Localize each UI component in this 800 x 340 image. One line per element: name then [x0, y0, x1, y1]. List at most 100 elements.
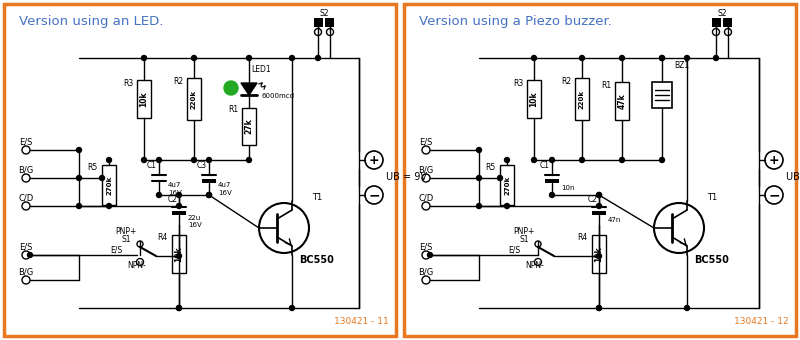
Circle shape [290, 306, 294, 310]
Circle shape [685, 55, 690, 61]
Text: PNP+: PNP+ [115, 227, 137, 237]
Circle shape [659, 157, 665, 163]
Circle shape [206, 192, 211, 198]
Text: 16V: 16V [218, 190, 232, 196]
Bar [575, 78, 589, 120]
Text: 47k: 47k [618, 93, 626, 109]
Circle shape [177, 192, 182, 198]
Circle shape [22, 251, 30, 259]
Text: R5: R5 [88, 163, 98, 171]
Text: 16V: 16V [188, 222, 202, 228]
Circle shape [619, 157, 625, 163]
Circle shape [725, 29, 731, 35]
Circle shape [659, 55, 665, 61]
Text: 130421 - 11: 130421 - 11 [334, 318, 389, 326]
Text: S2: S2 [319, 10, 329, 18]
Text: R3: R3 [513, 79, 523, 87]
Text: −: − [368, 188, 380, 202]
Text: 270k: 270k [504, 175, 510, 194]
Circle shape [224, 81, 238, 95]
Circle shape [477, 148, 482, 153]
Circle shape [713, 29, 719, 35]
Circle shape [597, 192, 602, 198]
Text: S1: S1 [122, 236, 130, 244]
Text: Version using an LED.: Version using an LED. [19, 16, 163, 29]
Circle shape [77, 175, 82, 181]
Circle shape [177, 306, 182, 310]
Circle shape [765, 151, 783, 169]
Circle shape [427, 253, 433, 257]
Circle shape [191, 55, 197, 61]
Bar [592, 235, 606, 273]
Bar [4, 4, 396, 336]
Circle shape [531, 55, 537, 61]
Bar [187, 78, 201, 120]
Circle shape [597, 306, 602, 310]
Circle shape [477, 204, 482, 208]
Circle shape [106, 157, 111, 163]
Text: +: + [369, 153, 379, 167]
Text: 16V: 16V [168, 190, 182, 196]
Circle shape [22, 174, 30, 182]
Circle shape [177, 306, 182, 310]
Text: 4u7: 4u7 [218, 182, 231, 188]
Text: C/D: C/D [418, 193, 434, 203]
Circle shape [550, 157, 554, 163]
Circle shape [505, 157, 510, 163]
Text: E/S: E/S [19, 242, 33, 252]
Circle shape [142, 157, 146, 163]
Text: 130421 - 12: 130421 - 12 [734, 318, 789, 326]
Text: C1: C1 [540, 160, 550, 170]
Text: NPN-: NPN- [526, 261, 545, 271]
Text: 4u7: 4u7 [168, 182, 182, 188]
Circle shape [535, 241, 541, 247]
Bar [325, 18, 334, 27]
Text: B/G: B/G [418, 166, 434, 174]
Circle shape [77, 148, 82, 153]
Circle shape [99, 175, 105, 181]
Text: 22u: 22u [188, 215, 202, 221]
Circle shape [550, 192, 554, 198]
Text: T1: T1 [312, 193, 322, 203]
Text: UB = 9V: UB = 9V [786, 172, 800, 182]
Circle shape [654, 203, 704, 253]
Bar [545, 178, 559, 183]
Circle shape [659, 55, 665, 61]
Text: R2: R2 [561, 76, 571, 85]
Circle shape [685, 306, 690, 310]
Text: B/G: B/G [18, 166, 34, 174]
Text: NPN-: NPN- [127, 261, 146, 271]
Circle shape [259, 203, 309, 253]
Text: E/S: E/S [508, 245, 520, 255]
Circle shape [206, 157, 211, 163]
Bar [202, 178, 216, 183]
Text: C3: C3 [197, 160, 207, 170]
Text: −: − [768, 188, 780, 202]
Text: BC550: BC550 [299, 255, 334, 265]
Circle shape [177, 254, 182, 258]
Circle shape [142, 55, 146, 61]
Bar [404, 4, 796, 336]
Text: 6000mcd: 6000mcd [261, 93, 294, 99]
Text: C/D: C/D [18, 193, 34, 203]
Text: R4: R4 [158, 233, 168, 241]
Text: BC550: BC550 [694, 255, 729, 265]
Text: 47n: 47n [608, 217, 622, 223]
Circle shape [22, 146, 30, 154]
Circle shape [422, 251, 430, 259]
Text: E/S: E/S [419, 137, 433, 147]
Circle shape [422, 202, 430, 210]
Text: Version using a Piezo buzzer.: Version using a Piezo buzzer. [419, 16, 612, 29]
Text: 270k: 270k [106, 175, 112, 194]
Bar [172, 235, 186, 273]
Circle shape [765, 186, 783, 204]
Circle shape [422, 174, 430, 182]
Circle shape [365, 186, 383, 204]
Bar [102, 165, 116, 205]
Circle shape [206, 192, 211, 198]
Text: 220k: 220k [191, 89, 197, 108]
Circle shape [315, 55, 321, 61]
Circle shape [137, 241, 143, 247]
Circle shape [246, 157, 251, 163]
Circle shape [177, 204, 182, 208]
